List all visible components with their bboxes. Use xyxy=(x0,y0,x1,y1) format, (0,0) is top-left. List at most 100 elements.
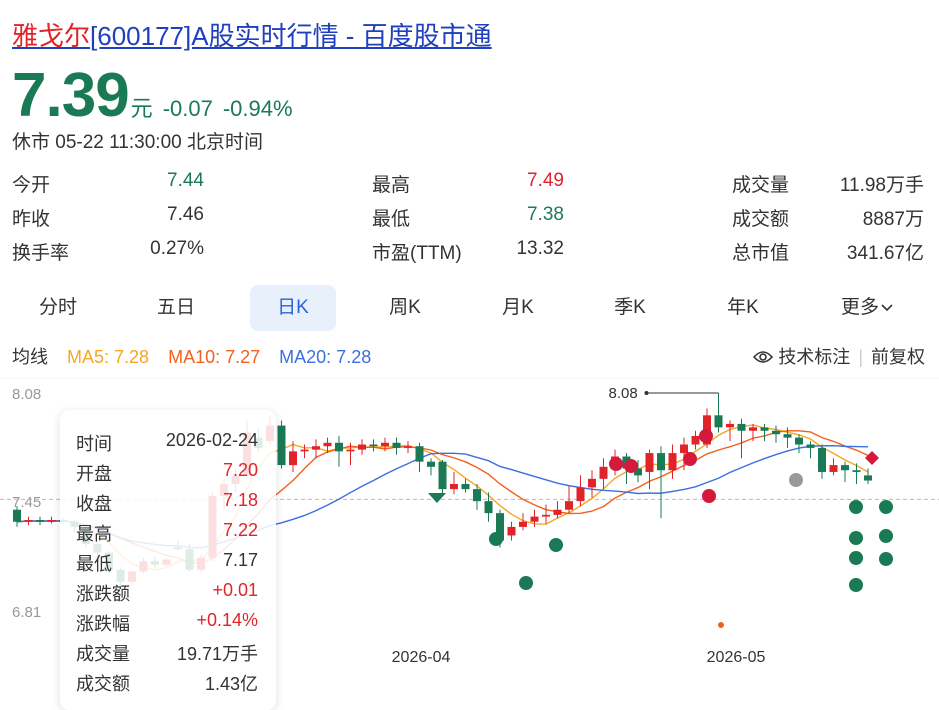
stat-item: 最低 7.38 xyxy=(372,204,564,231)
candle-body xyxy=(749,427,757,431)
candle-body xyxy=(691,435,700,445)
tab-0[interactable]: 分时 xyxy=(15,285,101,331)
tooltip-value: 7.18 xyxy=(222,490,258,510)
price-change-pct: -0.94% xyxy=(222,96,293,121)
candle-body xyxy=(588,478,596,488)
candle-body xyxy=(36,520,44,522)
candle-body xyxy=(829,465,838,472)
eye-icon[interactable] xyxy=(753,347,778,367)
candle-body xyxy=(772,430,780,435)
stat-label: 最高 xyxy=(372,175,411,196)
tooltip-row: 最高 7.22 xyxy=(76,520,258,548)
price-change: -0.07 xyxy=(162,96,213,121)
stat-value: 341.67亿 xyxy=(846,243,924,264)
tooltip-key: 涨跌额 xyxy=(76,584,130,604)
tab-label: 更多 xyxy=(840,297,879,318)
divider: | xyxy=(858,347,863,367)
event-marker-red xyxy=(699,429,713,443)
tooltip-key: 涨跌幅 xyxy=(76,614,130,634)
price-unit: 元 xyxy=(130,96,153,121)
tooltip-value: +0.14% xyxy=(196,610,258,630)
tooltip-key: 收盘 xyxy=(76,494,112,514)
event-marker-green xyxy=(849,578,863,592)
tooltip-row: 时间 2026-02-24 xyxy=(76,430,258,458)
stat-item: 市盈(TTM) 13.32 xyxy=(372,238,564,265)
y-tick-label: 6.81 xyxy=(12,604,41,621)
event-marker-green xyxy=(549,538,563,552)
ma-label: 均线 xyxy=(12,347,48,367)
stat-item: 昨收 7.46 xyxy=(12,204,204,231)
stat-label: 换手率 xyxy=(12,243,70,264)
tab-6[interactable]: 年K xyxy=(700,285,786,331)
tooltip-value: 7.22 xyxy=(222,520,258,540)
candle-body xyxy=(599,466,608,479)
stat-item: 今开 7.44 xyxy=(12,170,204,197)
tab-4[interactable]: 月K xyxy=(475,285,561,331)
candle-body xyxy=(841,465,849,471)
candle-body xyxy=(576,487,585,502)
candle-body xyxy=(657,453,665,471)
candle-body xyxy=(519,521,527,527)
tab-1[interactable]: 五日 xyxy=(133,285,219,331)
candle-body xyxy=(289,451,297,466)
tooltip-key: 最高 xyxy=(76,524,112,544)
candle-body xyxy=(542,514,550,517)
candle-body xyxy=(806,444,815,448)
market-status: 休市 05-22 11:30:00 北京时间 xyxy=(12,132,263,153)
tab-3[interactable]: 周K xyxy=(362,285,448,331)
page-title[interactable]: 雅戈尔[600177]A股实时行情 - 百度股市通 xyxy=(12,16,492,53)
candle-body xyxy=(346,449,355,452)
x-tick-label: 2026-05 xyxy=(707,649,766,666)
x-tick-label: 2026-04 xyxy=(392,649,451,666)
tooltip-value: 2026-02-24 xyxy=(165,430,258,450)
ma20-label: MA20: 7.28 xyxy=(279,347,372,367)
adjust-toggle[interactable]: 前复权 xyxy=(871,347,925,367)
candle-body xyxy=(507,526,516,536)
small-dot-marker xyxy=(718,622,724,628)
stat-value: 11.98万手 xyxy=(839,175,924,196)
candle-body xyxy=(24,520,33,522)
stock-code-title[interactable]: [600177]A股实时行情 - 百度股市通 xyxy=(90,21,492,51)
stat-label: 今开 xyxy=(12,175,51,196)
tooltip-value: 7.20 xyxy=(222,460,258,480)
stat-label: 昨收 xyxy=(12,209,51,230)
stat-label: 成交额 xyxy=(732,209,790,230)
stat-value: 7.44 xyxy=(167,170,204,191)
candle-body xyxy=(714,415,723,428)
event-marker-gray xyxy=(789,473,803,487)
tab-5[interactable]: 季K xyxy=(587,285,673,331)
stat-value: 13.32 xyxy=(516,238,564,259)
event-marker-red xyxy=(683,452,697,466)
candle-body xyxy=(358,444,366,450)
stat-item: 成交量 11.98万手 xyxy=(732,170,924,197)
tab-7[interactable]: 更多 xyxy=(824,285,910,331)
current-price: 7.39 xyxy=(12,61,130,130)
candle-body xyxy=(415,446,424,462)
candle-body xyxy=(392,442,401,448)
candle-body xyxy=(335,442,343,452)
y-tick-label: 7.45 xyxy=(12,494,41,511)
event-marker-green xyxy=(849,500,863,514)
stat-value: 7.46 xyxy=(167,204,204,225)
candle-body xyxy=(634,468,642,476)
event-marker-green xyxy=(849,531,863,545)
event-marker-red xyxy=(624,459,638,473)
max-price-label: 8.08 xyxy=(609,385,638,402)
tech-annotation-toggle[interactable]: 技术标注 xyxy=(778,347,851,367)
event-marker-green xyxy=(489,532,503,546)
candle-body xyxy=(553,509,562,515)
stat-item: 最高 7.49 xyxy=(372,170,564,197)
candle-body xyxy=(461,483,470,490)
candle-body xyxy=(484,501,493,514)
tab-label: 五日 xyxy=(156,297,195,318)
candle-body xyxy=(450,483,458,490)
ma-legend: 均线 MA5: 7.28 MA10: 7.27 MA20: 7.28 xyxy=(12,343,385,369)
candle-body xyxy=(864,475,872,481)
tooltip-value: 7.17 xyxy=(222,550,258,570)
tab-2[interactable]: 日K xyxy=(250,285,336,331)
stat-label: 最低 xyxy=(372,209,411,230)
tab-label: 日K xyxy=(277,297,309,318)
stock-name[interactable]: 雅戈尔 xyxy=(12,21,91,51)
y-tick-label: 8.08 xyxy=(12,386,41,403)
tooltip-key: 开盘 xyxy=(76,464,112,484)
